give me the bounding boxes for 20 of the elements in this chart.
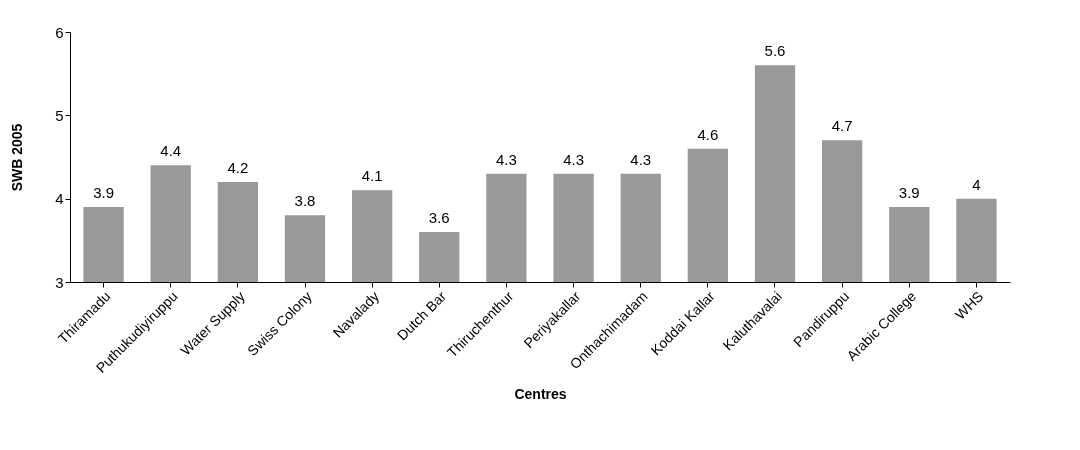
data-label: 4.3 — [496, 150, 517, 168]
y-tick-label: 6 — [55, 23, 64, 41]
data-label: 4 — [972, 175, 981, 193]
data-label: 4.3 — [630, 150, 652, 168]
data-label: 3.9 — [93, 184, 114, 201]
y-tick-label: 4 — [55, 190, 64, 208]
y-tick-label: 5 — [55, 106, 64, 124]
data-label: 5.6 — [764, 42, 786, 60]
data-label: 4.7 — [831, 117, 853, 135]
data-label: 4.4 — [160, 142, 182, 160]
data-label: 4.6 — [697, 125, 719, 143]
data-label: 4.3 — [563, 150, 584, 168]
data-label: 3.6 — [428, 209, 450, 226]
y-tick-label: 3 — [55, 273, 64, 291]
data-label: 4.1 — [361, 167, 383, 185]
x-axis-title: Centres — [514, 385, 567, 402]
y-axis-title: SWB 2005 — [9, 123, 26, 192]
data-label: 4.2 — [227, 159, 249, 176]
data-label: 3.9 — [898, 184, 920, 201]
data-label: 3.8 — [294, 192, 316, 210]
